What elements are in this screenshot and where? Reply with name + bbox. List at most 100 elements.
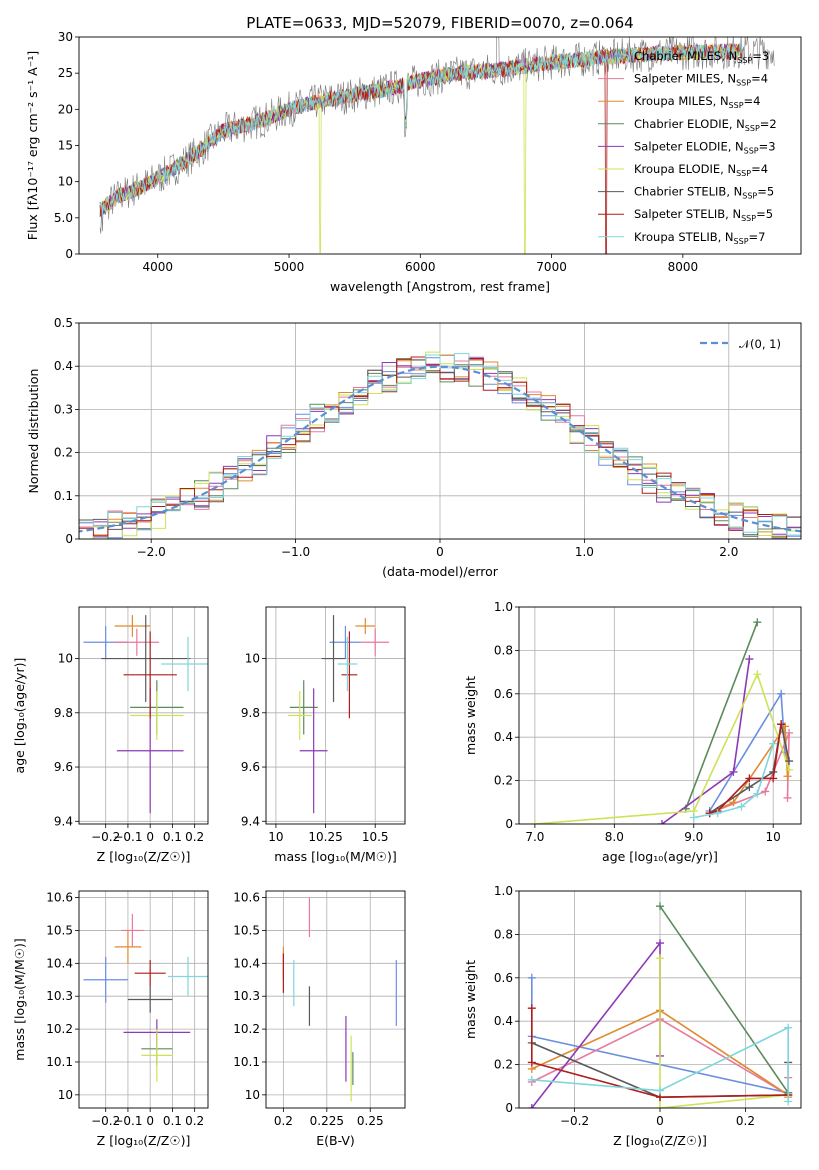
y-tick-label: 10.4 bbox=[46, 956, 73, 970]
legend-value: =5 bbox=[756, 207, 773, 221]
legend-value: =7 bbox=[749, 230, 766, 244]
legend-value: =2 bbox=[760, 117, 777, 131]
x-tick-label: 8.0 bbox=[605, 830, 624, 844]
y-tick-label: 9.4 bbox=[54, 814, 73, 828]
x-tick-label: 6000 bbox=[405, 260, 436, 274]
y-tick-label: 10.3 bbox=[46, 989, 73, 1003]
x-tick-label: 10 bbox=[766, 830, 781, 844]
x-tick-label: 7.0 bbox=[525, 830, 544, 844]
panel-7: 0.2 0.225 0.25 10 10.1 10.2 10.3 10.4 10.5 10.6 E(… bbox=[233, 890, 406, 1148]
panel-6: −0.2−0.1 0 0.1 0.2 10 10.1 10.2 10.3 10.4 10.5 10.… bbox=[12, 890, 209, 1148]
legend-entry: Chabrier STELIB, NSSP=5 bbox=[634, 185, 774, 201]
x-tick-label: 0 bbox=[656, 1114, 664, 1128]
legend-sub: SSP bbox=[745, 124, 760, 133]
data-point bbox=[689, 813, 698, 822]
legend-sub: SSP bbox=[742, 192, 757, 201]
x-axis-label: Z [log₁₀(Z/Z☉)] bbox=[613, 1133, 707, 1148]
y-tick-label: 10.5 bbox=[233, 923, 260, 937]
legend-sub: SSP bbox=[737, 56, 752, 65]
legend-value: =4 bbox=[751, 72, 768, 86]
y-tick-label: 10.2 bbox=[46, 1022, 73, 1036]
series-line bbox=[531, 1008, 789, 1099]
axes-frame bbox=[518, 606, 802, 825]
legend-entry: Kroupa ELODIE, NSSP=4 bbox=[634, 162, 768, 178]
x-tick-label: 5000 bbox=[274, 260, 305, 274]
legend-text: Salpeter MILES, N bbox=[634, 72, 736, 86]
normal-curve bbox=[79, 365, 801, 533]
data-point bbox=[656, 902, 664, 911]
x-tick-label: 0.225 bbox=[310, 1114, 344, 1128]
y-tick-label: 10.1 bbox=[233, 1055, 260, 1069]
legend-text: Salpeter STELIB, N bbox=[634, 207, 741, 221]
y-tick-label: 0.6 bbox=[494, 687, 513, 701]
legend-entry: Chabrier MILES, NSSP=3 bbox=[634, 49, 769, 65]
x-tick-label: 10 bbox=[268, 830, 283, 844]
legend-text: Chabrier STELIB, N bbox=[634, 185, 742, 199]
legend-entry: Salpeter STELIB, NSSP=5 bbox=[634, 207, 773, 223]
histogram-step bbox=[79, 353, 801, 536]
y-tick-label: 20 bbox=[58, 102, 73, 116]
plot-area bbox=[99, 37, 775, 254]
y-tick-label: 10.6 bbox=[46, 891, 73, 905]
data-point bbox=[729, 767, 738, 776]
x-axis-label: E(B-V) bbox=[316, 1133, 355, 1148]
data-point bbox=[745, 655, 754, 664]
y-tick-label: 9.4 bbox=[241, 814, 260, 828]
spectrum-line bbox=[99, 42, 743, 216]
y-tick-label: 10.2 bbox=[233, 1022, 260, 1036]
y-tick-label: 30 bbox=[58, 30, 73, 44]
x-tick-label: 9.0 bbox=[684, 830, 703, 844]
y-tick-label: 10 bbox=[245, 1088, 260, 1102]
legend-value: =4 bbox=[744, 94, 761, 108]
y-axis-label: Normed distribution bbox=[26, 369, 41, 494]
grid bbox=[266, 607, 405, 824]
y-tick-label: 10.4 bbox=[233, 956, 260, 970]
x-tick-label: −1.0 bbox=[281, 545, 310, 559]
data-point bbox=[527, 1104, 536, 1108]
data-point bbox=[656, 954, 664, 963]
data-point bbox=[777, 689, 786, 698]
panel-8: −0.2 0 0.2 0 0.2 0.4 0.6 0.8 1.0 Z [log₁₀(Z/Z☉)] m… bbox=[463, 884, 802, 1148]
y-tick-label: 0.2 bbox=[494, 1058, 513, 1072]
x-axis-label: Z [log₁₀(Z/Z☉)] bbox=[97, 1133, 191, 1148]
y-tick-label: 0 bbox=[505, 817, 513, 831]
data-point bbox=[745, 774, 754, 783]
data-point bbox=[527, 1075, 536, 1084]
y-tick-label: 10.5 bbox=[46, 923, 73, 937]
y-tick-label: 10 bbox=[58, 1088, 73, 1102]
legend-sub: SSP bbox=[744, 146, 759, 155]
histogram-step bbox=[79, 358, 801, 539]
x-tick-label: 0.25 bbox=[357, 1114, 384, 1128]
legend-sub: SSP bbox=[729, 101, 744, 110]
data-point bbox=[530, 820, 539, 824]
x-axis-label: (data-model)/error bbox=[382, 564, 499, 579]
data-point bbox=[769, 774, 778, 783]
data-point bbox=[783, 793, 792, 802]
y-tick-label: 9.6 bbox=[241, 760, 260, 774]
y-tick-label: 10 bbox=[245, 652, 260, 666]
x-tick-label: −0.2 bbox=[91, 1114, 120, 1128]
y-tick-label: 10 bbox=[58, 175, 73, 189]
x-tick-label: 4000 bbox=[142, 260, 173, 274]
data-point bbox=[656, 939, 664, 948]
x-tick-label: 0 bbox=[146, 830, 154, 844]
x-axis-label: wavelength [Angstrom, rest frame] bbox=[330, 279, 550, 294]
grid bbox=[266, 891, 405, 1108]
data-point bbox=[527, 1004, 536, 1013]
legend-entry: Salpeter ELODIE, NSSP=3 bbox=[634, 139, 776, 155]
data-point bbox=[783, 772, 792, 781]
legend-entry: 𝒩(0, 1) bbox=[739, 337, 781, 351]
panel-1: 4000 5000 6000 7000 8000 0 5.0 10 15 20 25 30 wavele… bbox=[25, 30, 802, 294]
x-tick-label: 10.25 bbox=[308, 830, 342, 844]
x-tick-label: 8000 bbox=[668, 260, 699, 274]
y-tick-label: 0.2 bbox=[54, 446, 73, 460]
legend-text: Salpeter ELODIE, N bbox=[634, 139, 744, 153]
x-tick-label: 0.2 bbox=[185, 830, 204, 844]
x-axis-label: age [log₁₀(age/yr)] bbox=[602, 849, 718, 864]
x-tick-label: −0.1 bbox=[113, 830, 142, 844]
x-axis-label: mass [log₁₀(M/M☉)] bbox=[274, 849, 396, 864]
series-line bbox=[531, 1026, 789, 1102]
legend-entry: Kroupa STELIB, NSSP=7 bbox=[634, 230, 765, 246]
y-tick-label: 0 bbox=[65, 532, 73, 546]
